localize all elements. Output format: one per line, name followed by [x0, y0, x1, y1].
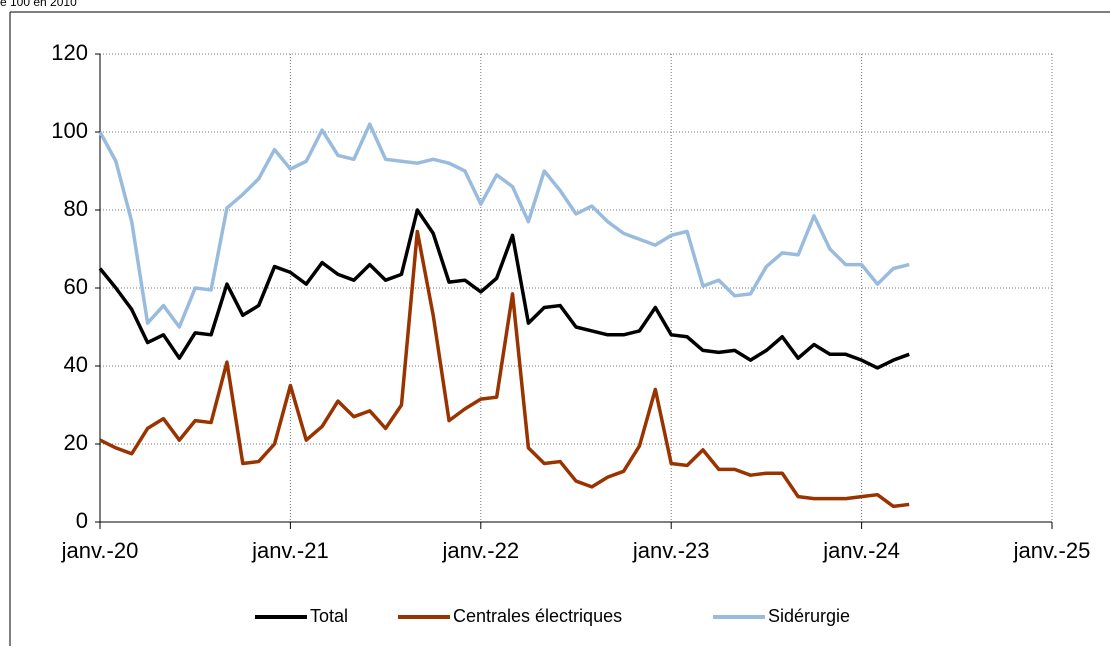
legend-label: Total: [310, 606, 348, 626]
series-line: [99, 229, 910, 509]
x-tick-label: janv.-22: [441, 538, 519, 563]
y-tick-label: 0: [76, 508, 88, 533]
x-tick-label: janv.-21: [251, 538, 329, 563]
legend-label: Sidérurgie: [768, 606, 850, 626]
y-tick-label: 60: [64, 274, 88, 299]
x-tick-label: janv.-20: [61, 538, 139, 563]
x-tick-label: janv.-23: [632, 538, 710, 563]
series-line: [98, 122, 910, 329]
y-tick-label: 20: [64, 430, 88, 455]
legend-label: Centrales électriques: [453, 606, 622, 626]
y-tick-label: 80: [64, 196, 88, 221]
y-tick-label: 40: [64, 352, 88, 377]
x-tick-label: janv.-24: [822, 538, 900, 563]
subtitle: e 100 en 2010: [0, 0, 77, 9]
y-tick-label: 120: [51, 40, 88, 65]
y-tick-label: 100: [51, 118, 88, 143]
series-line: [98, 208, 910, 370]
x-tick-label: janv.-25: [1013, 538, 1091, 563]
